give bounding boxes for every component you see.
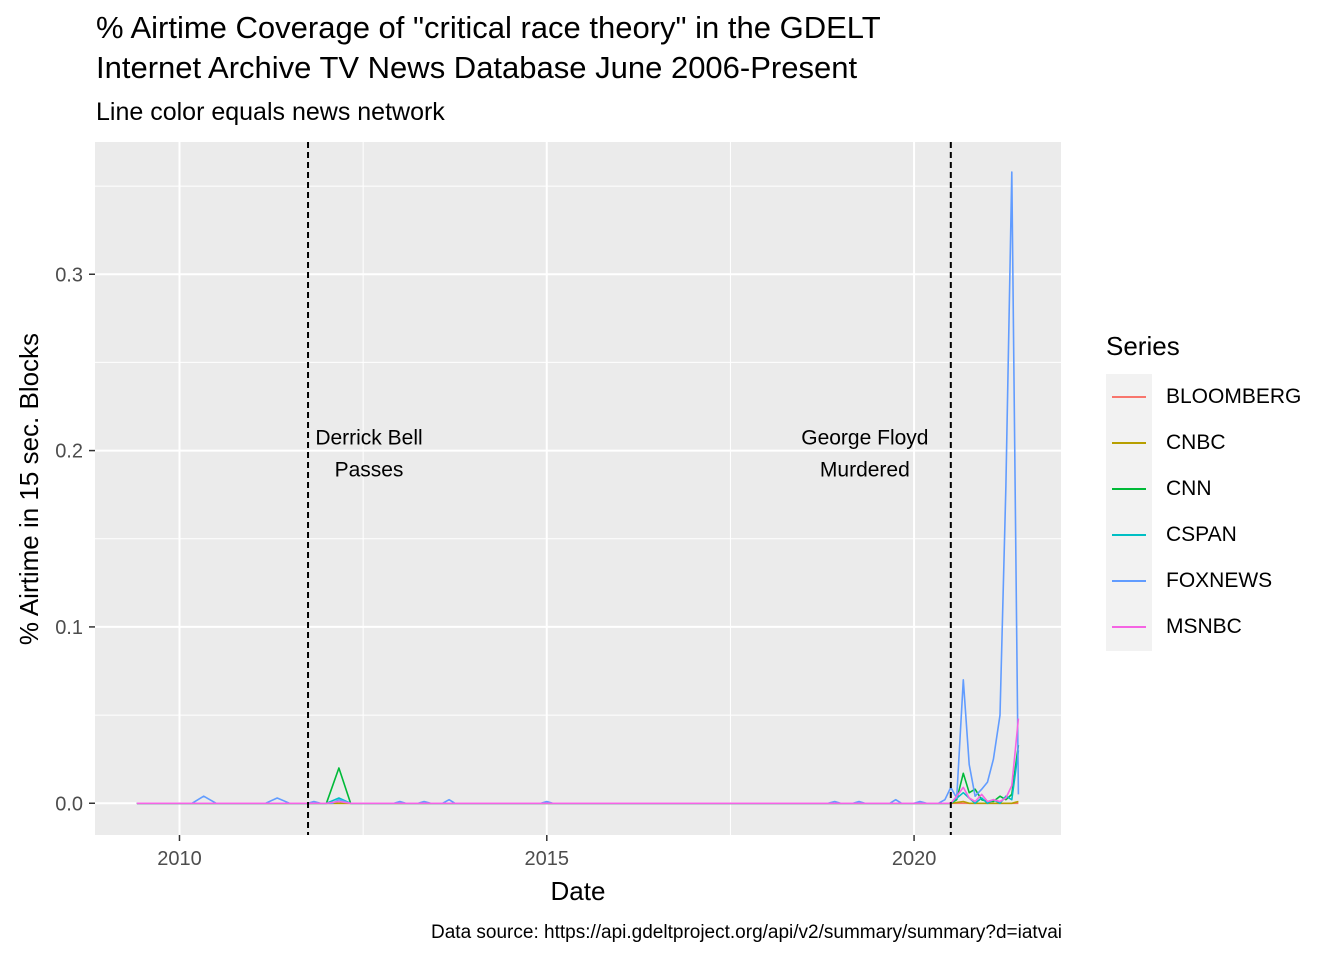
legend-swatch [1112,534,1146,536]
chart-subtitle: Line color equals news network [96,98,445,126]
y-tick-label: 0.0 [55,793,83,815]
series-lines [136,171,1020,805]
legend-swatch [1112,442,1146,444]
legend-label: FOXNEWS [1166,569,1273,592]
legend-label: MSNBC [1166,615,1242,638]
legend-item-foxnews: FOXNEWS [1106,558,1336,604]
chart-title: % Airtime Coverage of "critical race the… [96,10,881,85]
legend-label: CNBC [1166,431,1226,454]
legend-swatch [1112,580,1146,582]
y-tick-label: 0.3 [55,264,83,286]
series-line-msnbc [136,718,1020,805]
event-label: Passes [335,459,404,482]
event-label: Murdered [820,459,910,482]
legend-swatch [1112,396,1146,398]
y-tick-label: 0.1 [55,617,83,639]
y-tick-label: 0.2 [55,441,83,463]
legend-title: Series [1106,331,1180,361]
x-tick-label: 2010 [157,848,202,870]
legend-swatch [1112,488,1146,490]
legend-item-msnbc: MSNBC [1106,604,1336,650]
x-tick-label: 2015 [525,848,570,870]
minor-gridlines [95,142,1061,835]
series-line-cnn [136,744,1020,805]
legend-item-cspan: CSPAN [1106,512,1336,558]
data-source-caption: Data source: https://api.gdeltproject.or… [431,922,1062,943]
legend-item-cnn: CNN [1106,466,1336,512]
x-tick-label: 2020 [892,848,937,870]
legend-label: CNN [1166,477,1212,500]
legend: Series BLOOMBERG CNBC CNN CSPAN FOXNEWS MSNBC [1106,326,1301,651]
legend-item-cnbc: CNBC [1106,420,1336,466]
y-axis: 0.0 0.1 0.2 0.3 [55,264,95,815]
plot-panel [95,142,1061,835]
legend-label: BLOOMBERG [1166,385,1302,408]
event-annotations: Derrick Bell Passes George Floyd Murdered [307,142,952,835]
legend-swatch [1112,626,1146,628]
event-label: Derrick Bell [315,427,422,450]
y-axis-label: % Airtime in 15 sec. Blocks [14,333,44,645]
legend-keys-background [1106,374,1152,651]
legend-label: CSPAN [1166,523,1237,546]
event-label: George Floyd [801,427,928,450]
x-axis: 2010 2015 2020 [157,835,936,870]
x-axis-label: Date [551,876,606,906]
legend-item-bloomberg: BLOOMBERG [1106,374,1336,420]
